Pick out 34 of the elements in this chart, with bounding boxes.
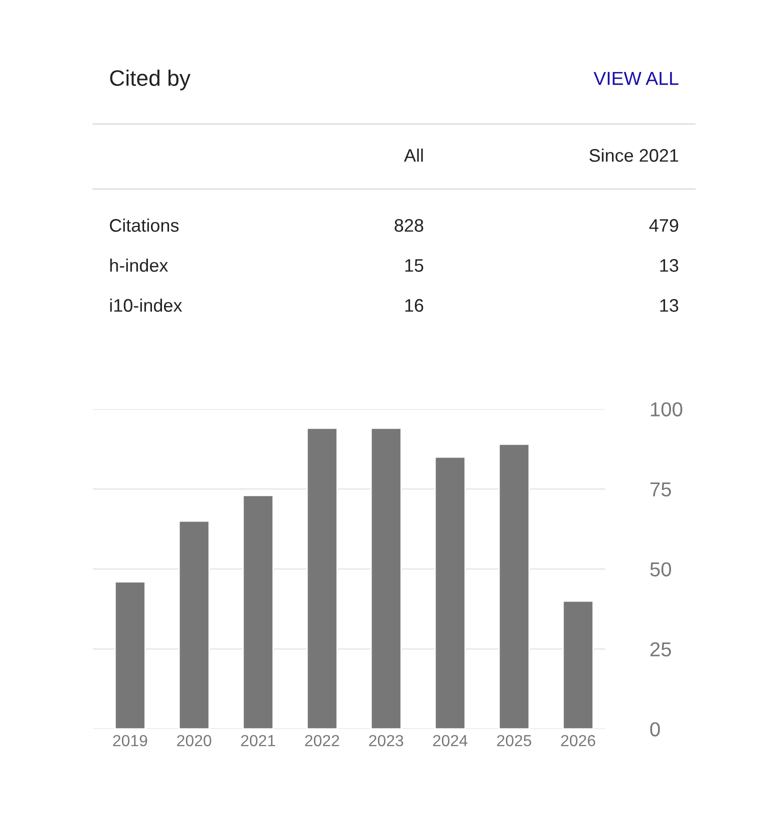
bar — [562, 600, 594, 729]
text: 13 — [660, 299, 678, 312]
bar — [306, 428, 338, 729]
x-tick-label: 2022 — [305, 734, 340, 746]
text: All — [404, 148, 423, 162]
x-tick-label: 2023 — [369, 734, 404, 746]
text: VIEW ALL — [594, 72, 678, 85]
bar — [242, 494, 274, 729]
bar — [114, 581, 146, 729]
y-tick-label: 0 — [650, 722, 660, 736]
text: Citations — [110, 218, 179, 232]
text: 15 — [405, 259, 424, 272]
bar — [434, 456, 466, 729]
text: 828 — [394, 219, 424, 232]
x-tick-label: 2024 — [433, 734, 468, 746]
x-tick-label: 2020 — [177, 734, 212, 746]
text: 13 — [660, 259, 678, 272]
text: 479 — [649, 219, 678, 232]
text: Since 2021 — [589, 148, 678, 162]
y-tick-label: 75 — [650, 482, 671, 496]
x-tick-label: 2019 — [113, 734, 148, 746]
text: h-index — [110, 258, 168, 272]
text: i10-index — [110, 298, 182, 312]
bar — [178, 520, 210, 729]
y-tick-label: 50 — [650, 562, 672, 576]
chart-title: Cited by — [110, 70, 190, 90]
bar — [370, 428, 402, 729]
y-tick-label: 25 — [650, 642, 671, 656]
y-tick-label: 100 — [650, 402, 682, 416]
x-tick-label: 2025 — [497, 734, 532, 746]
bar — [498, 444, 530, 729]
text: 16 — [405, 299, 424, 312]
x-tick-label: 2026 — [561, 734, 596, 746]
x-tick-label: 2021 — [241, 734, 276, 746]
